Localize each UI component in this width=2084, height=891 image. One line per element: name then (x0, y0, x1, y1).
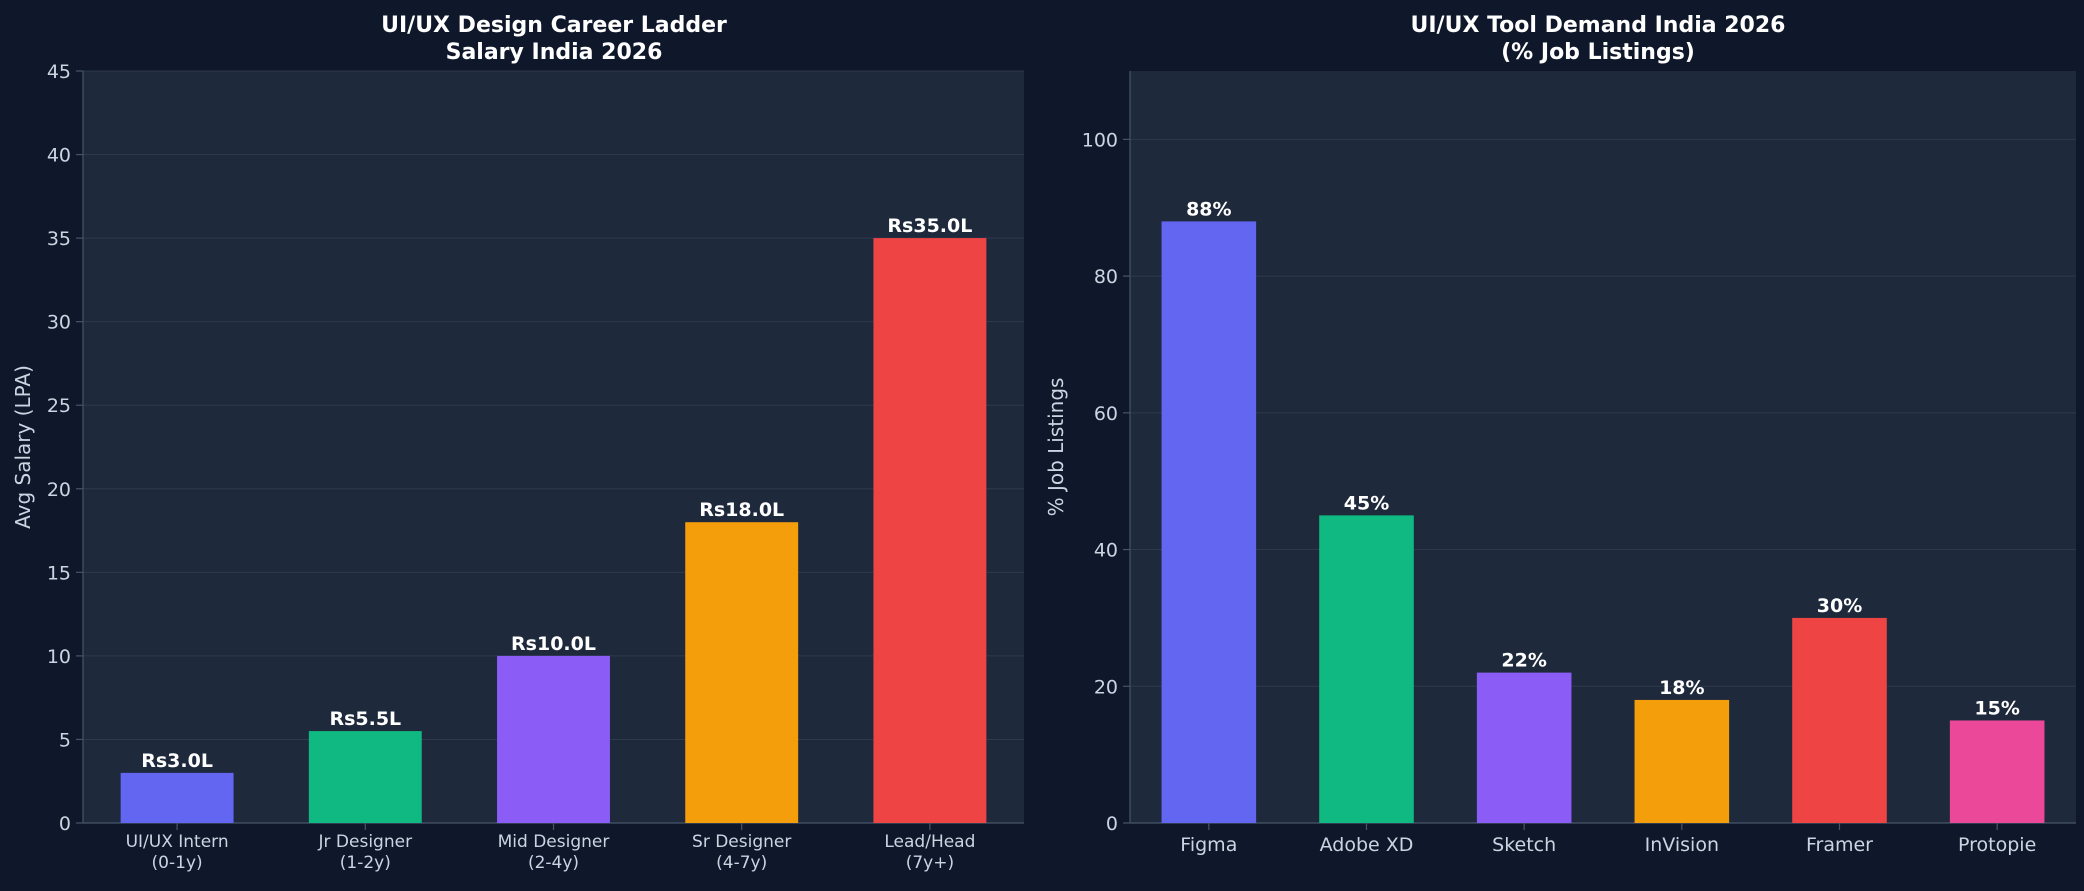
salary-y-tick-label: 0 (59, 813, 71, 835)
salary-chart: UI/UX Design Career Ladder Salary India … (11, 13, 1024, 873)
tool-demand-chart-y-axis-label: % Job Listings (1044, 378, 1068, 517)
tool-demand-chart-title-line-2: (% Job Listings) (1501, 40, 1695, 65)
tool-demand-x-tick-label: Protopie (1958, 834, 2036, 856)
tool-demand-x-tick-label: Framer (1806, 834, 1873, 856)
salary-y-tick-label: 35 (47, 228, 71, 250)
tool-demand-bar (1476, 672, 1572, 823)
salary-bar (120, 772, 234, 823)
salary-x-tick-label: Sr Designer (692, 832, 791, 852)
tool-demand-y-tick-label: 80 (1094, 266, 1118, 288)
tool-demand-y-tick-label: 100 (1082, 129, 1118, 151)
tool-demand-chart: UI/UX Tool Demand India 2026 (% Job List… (1044, 13, 2076, 856)
tool-demand-y-tick-label: 20 (1094, 676, 1118, 698)
salary-x-tick-label: Mid Designer (498, 832, 610, 852)
salary-data-label: Rs5.5L (329, 708, 401, 730)
salary-x-tick-label: (4-7y) (716, 853, 767, 873)
salary-x-tick-label: (7y+) (906, 853, 954, 873)
tool-demand-y-tick-label: 0 (1106, 813, 1118, 835)
tool-demand-x-tick-label: InVision (1645, 834, 1719, 856)
tool-demand-chart-title-line-1: UI/UX Tool Demand India 2026 (1411, 13, 1786, 38)
tool-demand-data-label: 15% (1974, 697, 2019, 719)
salary-bar (308, 731, 422, 823)
tool-demand-x-tick-label: Adobe XD (1320, 834, 1414, 856)
tool-demand-x-tick-label: Sketch (1492, 834, 1556, 856)
salary-x-tick-label: UI/UX Intern (126, 832, 229, 852)
tool-demand-bar (1949, 720, 2045, 823)
tool-demand-bar (1161, 221, 1257, 823)
salary-y-tick-label: 20 (47, 479, 71, 501)
salary-y-tick-label: 45 (47, 61, 71, 83)
salary-chart-y-axis-label: Avg Salary (LPA) (11, 365, 35, 529)
salary-y-tick-label: 25 (47, 395, 71, 417)
salary-x-tick-label: (1-2y) (340, 853, 391, 873)
salary-y-tick-label: 10 (47, 646, 71, 668)
tool-demand-bar (1792, 617, 1887, 823)
salary-bar (685, 522, 799, 823)
salary-x-tick-label: (0-1y) (152, 853, 203, 873)
salary-chart-title-line-1: UI/UX Design Career Ladder (381, 13, 727, 38)
tool-demand-data-label: 88% (1186, 198, 1231, 220)
salary-bar (497, 655, 610, 823)
salary-bar (873, 238, 987, 824)
tool-demand-x-tick-label: Figma (1180, 834, 1237, 856)
salary-x-tick-label: Jr Designer (318, 832, 413, 852)
tool-demand-plot-area (1130, 71, 2076, 823)
salary-y-tick-label: 30 (47, 312, 71, 334)
salary-chart-title-line-2: Salary India 2026 (446, 40, 663, 65)
salary-data-label: Rs10.0L (511, 633, 596, 655)
tool-demand-data-label: 18% (1659, 677, 1704, 699)
salary-x-tick-label: Lead/Head (884, 832, 975, 852)
salary-data-label: Rs3.0L (141, 750, 213, 772)
salary-y-tick-label: 5 (59, 729, 71, 751)
tool-demand-y-tick-label: 40 (1094, 540, 1118, 562)
salary-x-tick-label: (2-4y) (528, 853, 579, 873)
tool-demand-bar (1634, 699, 1730, 823)
tool-demand-data-label: 45% (1344, 492, 1389, 514)
tool-demand-data-label: 30% (1817, 595, 1862, 617)
tool-demand-y-tick-label: 60 (1094, 403, 1118, 425)
salary-data-label: Rs35.0L (887, 215, 972, 237)
salary-y-tick-label: 15 (47, 562, 71, 584)
tool-demand-bar (1319, 515, 1414, 823)
salary-data-label: Rs18.0L (699, 499, 784, 521)
tool-demand-data-label: 22% (1501, 650, 1546, 672)
salary-y-tick-label: 40 (47, 145, 71, 167)
